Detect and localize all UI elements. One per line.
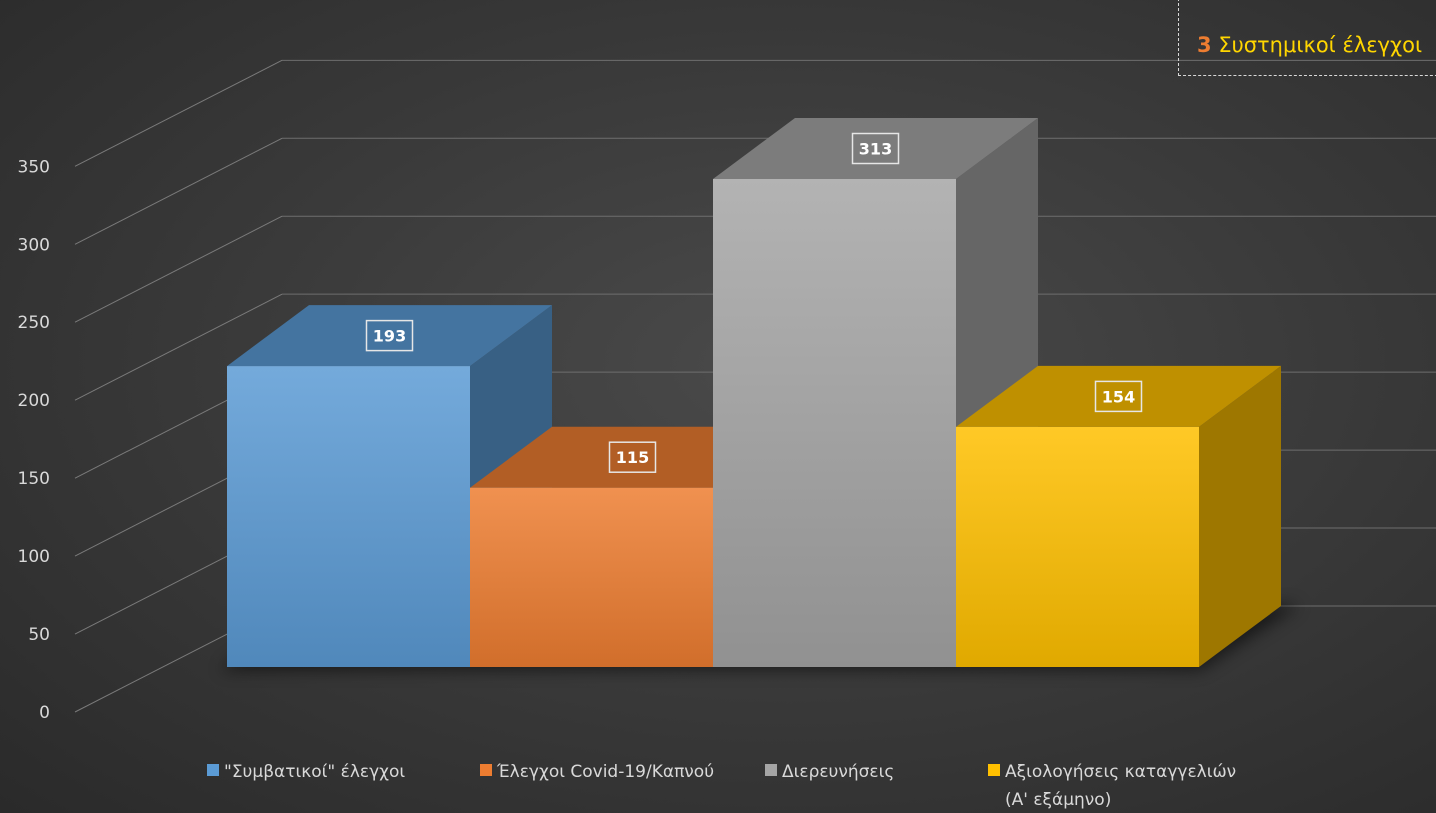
gridline-diagonal [74,59,283,167]
data-label-box-2 [851,132,900,165]
data-label-box-1 [608,441,657,473]
y-tick-label: 200 [18,391,50,411]
legend-label-1: Έλεγχοι Covid-19/Καπνού [496,762,714,782]
legend-swatch-2 [765,764,777,776]
annotation-box: 3 Συστημικοί έλεγχοι [1178,0,1436,76]
data-label-3: 154 [1102,387,1135,406]
bar-top-0 [227,305,552,367]
y-tick-label: 150 [18,469,50,489]
bar-2 [713,179,956,667]
legend-label-3-line2: (Α' εξάμηνο) [1005,790,1111,810]
annotation-number: 3 [1197,33,1212,57]
legend-swatch-0 [207,764,219,776]
bar-top-2 [713,118,1038,179]
data-label-box-3 [1094,380,1143,413]
bar-0 [227,366,470,667]
gridline-diagonal [74,215,283,323]
gridline-diagonal [74,137,283,245]
data-label-1: 115 [616,448,649,467]
annotation-text: 3 Συστημικοί έλεγχοι [1197,33,1422,57]
bar-3 [956,426,1199,667]
data-label-2: 313 [859,140,892,159]
data-label-0: 193 [373,327,406,346]
annotation-label: Συστημικοί έλεγχοι [1218,33,1423,57]
y-tick-label: 0 [39,703,50,723]
bar-1 [470,487,713,667]
legend-swatch-1 [480,764,492,776]
data-label-box-0 [365,319,414,352]
y-tick-label: 50 [28,625,50,645]
legend-label-2: Διερευνήσεις [782,762,894,782]
legend-label-0: "Συμβατικοί" έλεγχοι [224,762,405,782]
y-tick-label: 300 [18,235,50,255]
legend-swatch-3 [988,764,1000,776]
gridline-diagonal [74,293,283,401]
y-tick-label: 350 [18,157,50,177]
y-tick-label: 100 [18,547,50,567]
legend-label-3: Αξιολογήσεις καταγγελιών [1005,762,1236,782]
bar-top-3 [956,365,1281,427]
bar-side-3 [1199,365,1281,667]
y-tick-label: 250 [18,313,50,333]
